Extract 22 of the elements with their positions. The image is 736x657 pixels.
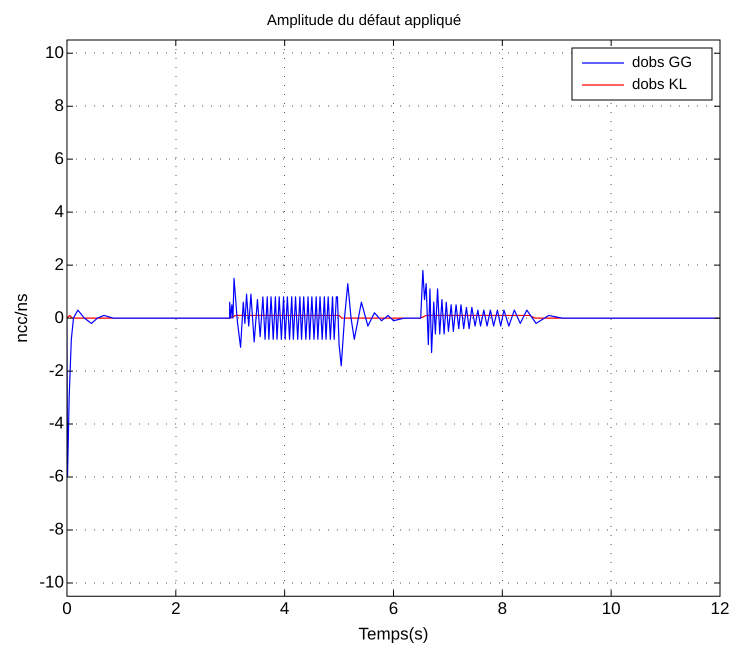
legend-label: dobs GG <box>632 54 692 72</box>
x-axis-title: Temps(s) <box>358 624 428 644</box>
y-axis-title: ncc/ns <box>12 294 31 343</box>
y-tick-label: 0 <box>54 308 64 327</box>
x-tick-label: 10 <box>602 599 621 618</box>
y-tick-label: -2 <box>48 360 64 380</box>
y-tick-label: -8 <box>48 520 64 539</box>
y-tick-label: -6 <box>48 466 64 486</box>
x-tick-label: 2 <box>171 599 181 618</box>
chart-title: Amplitude du défaut appliqué <box>266 12 462 30</box>
y-tick-label: -10 <box>39 572 64 592</box>
x-tick-label: 6 <box>388 599 398 618</box>
y-tick-label: 2 <box>54 254 64 274</box>
y-tick-label: 8 <box>54 96 64 115</box>
x-tick-label: 12 <box>710 599 730 618</box>
x-tick-label: 4 <box>280 599 290 618</box>
y-tick-label: 10 <box>45 42 64 62</box>
x-tick-label: 8 <box>498 599 508 618</box>
legend-label: dobs KL <box>632 76 688 94</box>
y-tick-label: -4 <box>48 414 64 433</box>
y-tick-label: 6 <box>54 148 64 168</box>
y-tick-label: 4 <box>54 202 64 221</box>
